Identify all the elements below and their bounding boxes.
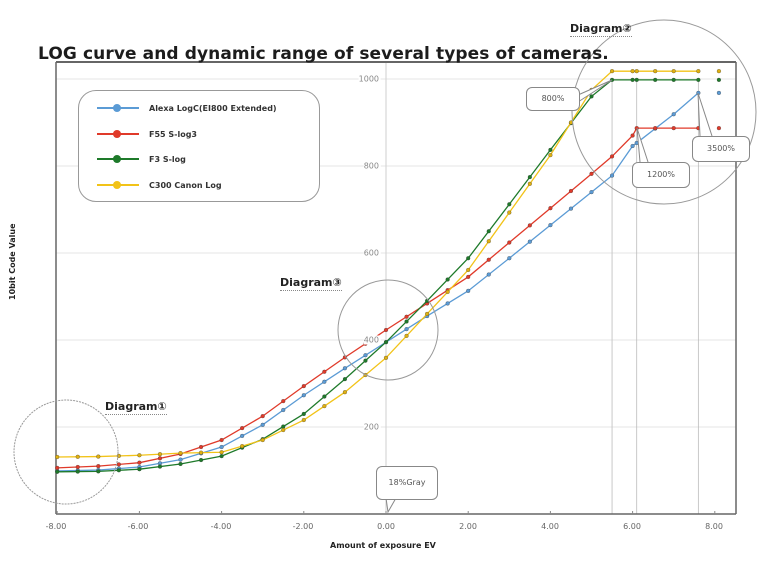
diagram3-label: Diagram③ (280, 276, 342, 291)
legend-swatch (97, 181, 139, 189)
y-axis-label: 10bit Code Value (8, 223, 17, 300)
legend-swatch (97, 104, 139, 112)
x-tick-label: -8.00 (45, 522, 67, 531)
x-tick-label: 6.00 (623, 522, 641, 531)
x-axis-label: Amount of exposure EV (330, 541, 436, 550)
legend-item-alexa: Alexa LogC(EI800 Extended) (97, 101, 277, 115)
legend-label: F3 S-log (149, 154, 186, 164)
x-tick-label: -2.00 (292, 522, 314, 531)
3500-percent-callout: 3500% (692, 136, 750, 162)
y-tick-label: 600 (363, 248, 381, 258)
1200-percent-callout: 1200% (632, 162, 690, 188)
diagram2-label: Diagram② (570, 22, 632, 37)
legend-item-c300: C300 Canon Log (97, 178, 222, 192)
legend-swatch (97, 155, 139, 163)
y-tick-label: 1000 (358, 74, 381, 84)
legend-label: Alexa LogC(EI800 Extended) (149, 103, 277, 113)
chart-title: LOG curve and dynamic range of several t… (38, 44, 609, 64)
legend-item-f3: F3 S-log (97, 152, 186, 166)
legend-item-f55: F55 S-log3 (97, 127, 197, 141)
gray18-callout: 18%Gray (376, 466, 438, 500)
x-tick-label: -4.00 (210, 522, 232, 531)
x-tick-label: 0.00 (377, 522, 395, 531)
y-tick-label: 400 (363, 335, 381, 345)
legend-label: F55 S-log3 (149, 129, 197, 139)
legend-swatch (97, 130, 139, 138)
x-tick-label: 2.00 (459, 522, 477, 531)
y-tick-label: 800 (363, 161, 381, 171)
x-tick-label: -6.00 (127, 522, 149, 531)
diagram1-label: Diagram① (105, 400, 167, 415)
x-tick-label: 4.00 (541, 522, 559, 531)
chart-legend: Alexa LogC(EI800 Extended) F55 S-log3 F3… (78, 90, 320, 202)
800-percent-callout: 800% (526, 87, 580, 111)
y-tick-label: 200 (363, 422, 381, 432)
legend-label: C300 Canon Log (149, 180, 222, 190)
x-tick-label: 8.00 (705, 522, 723, 531)
